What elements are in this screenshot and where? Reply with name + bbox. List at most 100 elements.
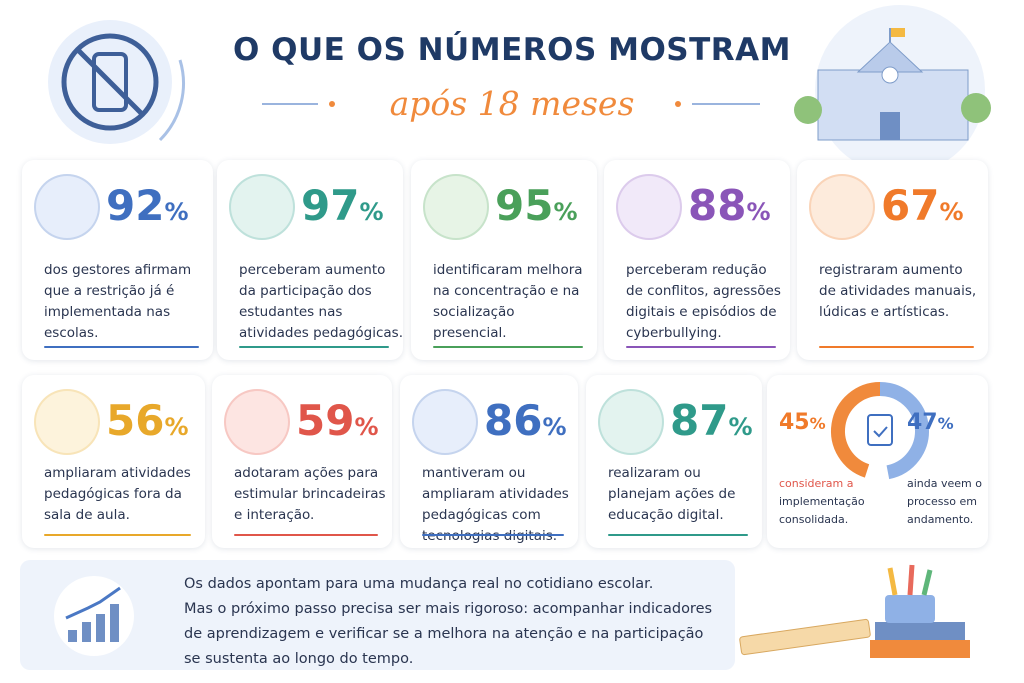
stat-text-line: ampliaram atividades bbox=[422, 486, 569, 502]
stat-text: adotaram ações para estimular brincadeira… bbox=[234, 463, 386, 526]
icon-arrow bbox=[65, 586, 121, 620]
donut-center bbox=[846, 397, 914, 465]
stat-text-line: implementada nas bbox=[44, 304, 171, 320]
stat-number: 87% bbox=[670, 397, 753, 451]
stat-text-line: adotaram ações para bbox=[234, 465, 379, 481]
stat-text: ampliaram atividades pedagógicas fora da s… bbox=[44, 463, 195, 526]
stat-card: 86% mantiveram ou ampliaram atividades peda… bbox=[400, 375, 578, 548]
stat-text: dos gestores afirmam que a restrição já é… bbox=[44, 260, 203, 344]
stat-value: 67 bbox=[881, 181, 940, 230]
stat-text-line: de conflitos, agressões bbox=[626, 283, 781, 299]
stat-card: 95% identificaram melhora na concentração … bbox=[411, 160, 597, 360]
stat-number: 86% bbox=[484, 397, 567, 451]
stat-unit: % bbox=[354, 413, 379, 441]
stat-text-line: sala de aula. bbox=[44, 507, 130, 523]
split-text-line: ainda veem o bbox=[907, 477, 982, 490]
stat-card: 67% registraram aumento de atividades manu… bbox=[797, 160, 988, 360]
dot bbox=[329, 101, 335, 107]
stat-number: 95% bbox=[495, 182, 578, 236]
stat-value: 56 bbox=[106, 396, 165, 445]
stat-number: 67% bbox=[881, 182, 964, 236]
split-number: 47% bbox=[907, 409, 954, 438]
stat-icon bbox=[598, 389, 664, 455]
stat-text: perceberam aumento da participação dos est… bbox=[239, 260, 403, 344]
footer-line: Mas o próximo passo precisa ser mais rig… bbox=[184, 601, 713, 617]
stat-text-line: educação digital. bbox=[608, 507, 724, 523]
arc-deco bbox=[158, 59, 185, 142]
stat-number: 59% bbox=[296, 397, 379, 451]
stat-card: 87% realizaram ou planejam ações de educaçã… bbox=[586, 375, 762, 548]
pencil bbox=[887, 567, 898, 596]
stat-underline bbox=[608, 534, 748, 536]
stat-value: 88 bbox=[688, 181, 747, 230]
stat-underline bbox=[44, 534, 191, 536]
icon-bg bbox=[54, 576, 134, 656]
stat-text: identificaram melhora na concentração e n… bbox=[433, 260, 587, 344]
stat-text-line: estudantes nas bbox=[239, 304, 343, 320]
stat-card: 59% adotaram ações para estimular brincade… bbox=[212, 375, 392, 548]
stat-text: realizaram ou planejam ações de educação d… bbox=[608, 463, 752, 526]
stat-text-line: tecnologias digitais. bbox=[422, 528, 558, 544]
split-text: ainda veem o processo em andamento. bbox=[907, 475, 982, 529]
stat-underline bbox=[422, 534, 564, 536]
donut bbox=[831, 382, 929, 480]
clipboard-icon bbox=[867, 414, 893, 446]
stat-card: 97% perceberam aumento da participação dos… bbox=[217, 160, 403, 360]
split-text-line: andamento. bbox=[907, 513, 974, 526]
pencil bbox=[921, 569, 933, 596]
stat-text-line: lúdicas e artísticas. bbox=[819, 304, 950, 320]
stat-underline bbox=[44, 346, 199, 348]
stat-unit: % bbox=[746, 198, 771, 226]
check-icon bbox=[873, 426, 888, 438]
stat-number: 88% bbox=[688, 182, 771, 236]
stat-text-line: na concentração e na bbox=[433, 283, 580, 299]
stat-value: 95 bbox=[495, 181, 554, 230]
stat-card: 92% dos gestores afirmam que a restrição j… bbox=[22, 160, 213, 360]
footer-line: se sustenta ao longo do tempo. bbox=[184, 651, 414, 667]
book bbox=[870, 640, 970, 658]
stat-text-line: registraram aumento bbox=[819, 262, 963, 278]
dot bbox=[675, 101, 681, 107]
stat-text: perceberam redução de conflitos, agressõe… bbox=[626, 260, 781, 344]
stat-underline bbox=[819, 346, 974, 348]
stat-icon bbox=[34, 389, 100, 455]
stat-number: 56% bbox=[106, 397, 189, 451]
stat-icon bbox=[229, 174, 295, 240]
stat-text-line: escolas. bbox=[44, 325, 99, 341]
stat-unit: % bbox=[939, 198, 964, 226]
split-text-line: processo em bbox=[907, 495, 977, 508]
split-card: 45% consideram a implementação consolidada.… bbox=[767, 375, 988, 548]
book bbox=[739, 618, 871, 656]
split-unit: % bbox=[937, 414, 954, 433]
stat-icon bbox=[224, 389, 290, 455]
stat-text: mantiveram ou ampliaram atividades pedagóg… bbox=[422, 463, 569, 547]
stat-text-line: planejam ações de bbox=[608, 486, 736, 502]
stat-text: registraram aumento de atividades manuais… bbox=[819, 260, 978, 323]
clock bbox=[881, 66, 899, 84]
footer-text: Os dados apontam para uma mudança real n… bbox=[184, 572, 712, 672]
no-sign bbox=[61, 33, 159, 131]
stat-text-line: perceberam aumento bbox=[239, 262, 386, 278]
stat-unit: % bbox=[164, 413, 189, 441]
stat-icon bbox=[616, 174, 682, 240]
split-value: 45 bbox=[779, 410, 810, 435]
stat-icon bbox=[423, 174, 489, 240]
stat-icon bbox=[34, 174, 100, 240]
stat-text-line: pedagógicas com bbox=[422, 507, 541, 523]
stat-unit: % bbox=[542, 413, 567, 441]
stat-card: 56% ampliaram atividades pedagógicas fora … bbox=[22, 375, 205, 548]
donut-arc bbox=[879, 382, 929, 480]
split-text-line: consolidada. bbox=[779, 513, 849, 526]
book bbox=[875, 622, 965, 640]
phone bbox=[92, 52, 128, 112]
stat-value: 97 bbox=[301, 181, 360, 230]
split-number: 45% bbox=[779, 409, 826, 438]
footer-line: de aprendizagem e verificar se a melhora… bbox=[184, 626, 704, 642]
stat-value: 59 bbox=[296, 396, 355, 445]
cup bbox=[885, 595, 935, 623]
icon-bar bbox=[96, 614, 105, 642]
door bbox=[880, 112, 900, 140]
stat-icon bbox=[809, 174, 875, 240]
stat-underline bbox=[234, 534, 378, 536]
stat-unit: % bbox=[164, 198, 189, 226]
